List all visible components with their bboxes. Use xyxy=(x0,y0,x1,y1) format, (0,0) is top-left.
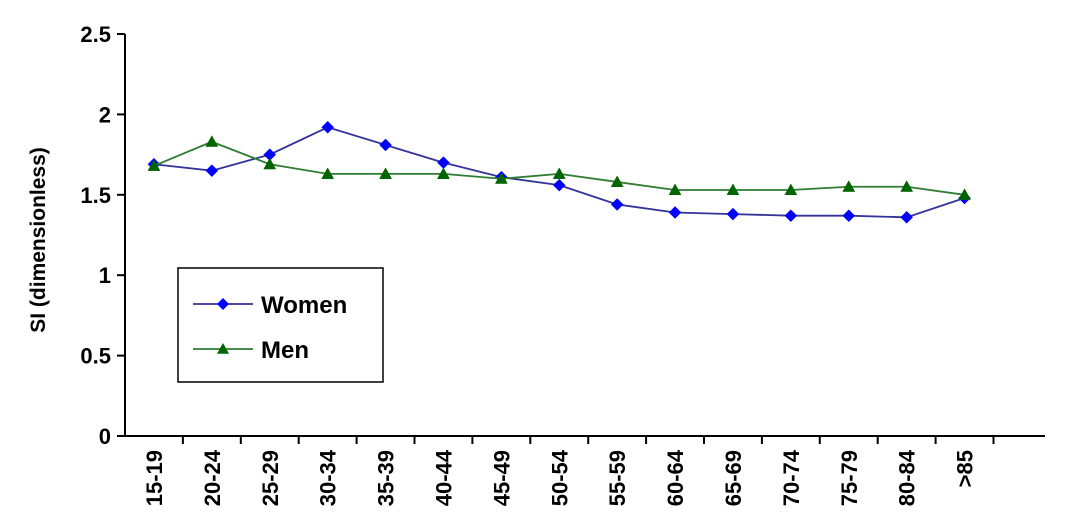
y-tick-label: 0 xyxy=(99,424,111,449)
series-layer xyxy=(147,120,971,224)
data-point-women xyxy=(379,138,392,152)
data-point-women xyxy=(552,178,566,192)
data-point-men xyxy=(842,180,856,192)
legend-men-marker xyxy=(217,343,229,354)
data-point-men xyxy=(263,157,277,170)
data-point-men xyxy=(494,172,508,184)
data-point-men xyxy=(205,135,219,147)
y-tick-label: 2 xyxy=(99,102,111,127)
legend: Women Men xyxy=(177,267,384,383)
data-point-women xyxy=(205,164,219,178)
x-tick-label: 40-44 xyxy=(431,449,456,506)
data-point-women xyxy=(321,120,335,134)
axes: 0 0.5 1 1.5 2 2.5 15-19 20-24 25-29 30-34 35-39 40-… xyxy=(80,22,1045,506)
data-point-men xyxy=(552,167,566,179)
x-tick-label: 45-49 xyxy=(489,450,514,506)
data-point-men xyxy=(379,167,392,179)
series-men xyxy=(147,135,971,200)
x-tick-label: 55-59 xyxy=(605,450,630,506)
x-tick-label: 35-39 xyxy=(374,450,399,506)
x-tick-label: 15-19 xyxy=(142,450,167,506)
y-tick-label: 1.5 xyxy=(80,183,111,208)
legend-label-women: Women xyxy=(261,292,347,319)
data-point-men xyxy=(958,188,971,200)
data-point-men xyxy=(900,180,914,192)
data-point-women xyxy=(668,206,682,219)
data-point-women xyxy=(437,156,450,169)
x-tick-label: 25-29 xyxy=(258,450,283,506)
data-point-men xyxy=(610,175,624,187)
x-tick-label: 30-34 xyxy=(316,449,341,506)
x-tick-label: 75-79 xyxy=(837,450,862,506)
x-tick-label: >85 xyxy=(953,450,978,487)
legend-women-marker xyxy=(217,298,229,310)
x-tick-label: 80-84 xyxy=(895,449,920,506)
data-point-men xyxy=(726,183,740,196)
legend-label-men: Men xyxy=(261,337,309,364)
data-point-men xyxy=(784,183,798,196)
x-tick-label: 50-54 xyxy=(547,449,572,506)
x-tick-label: 60-64 xyxy=(663,449,688,506)
data-point-women xyxy=(726,207,740,221)
data-point-men xyxy=(668,183,682,196)
data-point-men xyxy=(437,167,450,179)
x-tick-label: 65-69 xyxy=(721,450,746,506)
y-axis-title: SI (dimensionless) xyxy=(27,147,50,333)
data-point-women xyxy=(784,209,798,223)
x-tick-label: 70-74 xyxy=(779,449,804,506)
data-point-women xyxy=(842,209,856,223)
data-point-women xyxy=(610,198,624,211)
y-tick-label: 0.5 xyxy=(80,344,111,369)
data-point-men xyxy=(147,159,161,171)
legend-box xyxy=(177,267,384,383)
data-point-women xyxy=(900,210,914,224)
y-tick-label: 1 xyxy=(99,263,111,288)
data-point-men xyxy=(321,167,335,179)
x-tick-label: 20-24 xyxy=(200,449,225,506)
y-tick-label: 2.5 xyxy=(80,22,111,47)
